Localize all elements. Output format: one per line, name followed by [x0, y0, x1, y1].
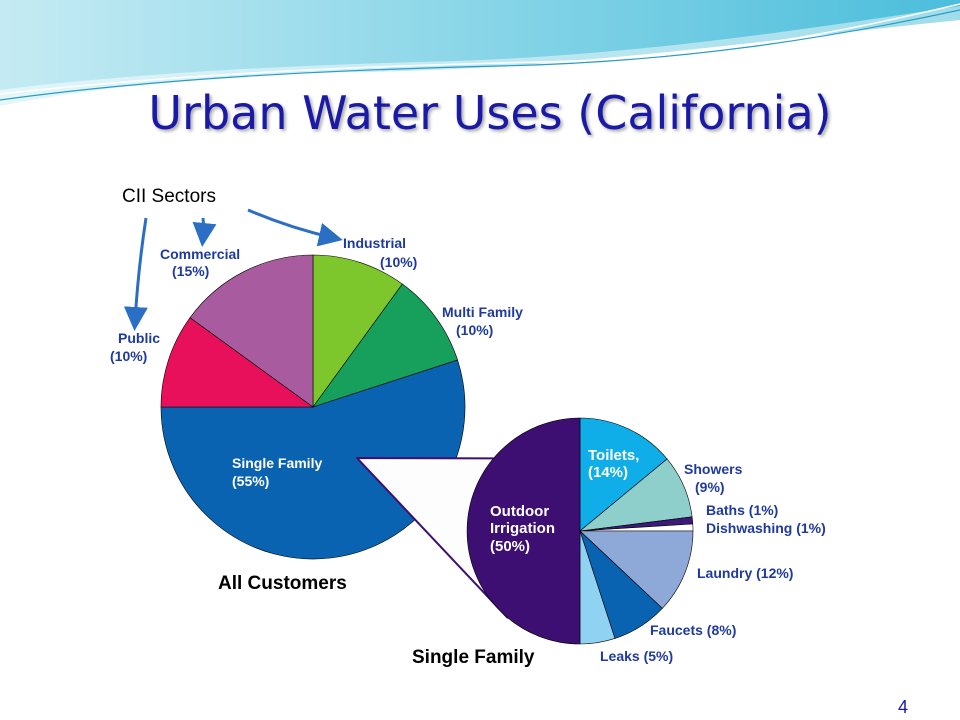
- label-single-family-value: (55%): [232, 473, 269, 489]
- page-number: 4: [898, 697, 909, 717]
- all-customers-slice-industrial: [312, 254, 403, 408]
- chart-labels: Industrial (10%) Multi Family (10%) Single F…: [110, 235, 826, 668]
- wave-line-2: [0, 3, 960, 95]
- arrow-to-public: [123, 217, 148, 331]
- label-industrial-value: (10%): [380, 254, 417, 270]
- all-customers-slice-single-family: [160, 359, 466, 560]
- cii-arrows: [123, 208, 343, 331]
- arrow-to-industrial: [247, 208, 343, 247]
- label-baths: Baths (1%): [706, 502, 778, 518]
- single-family-slice-outdoor: [466, 417, 581, 645]
- label-commercial: Commercial: [160, 246, 240, 262]
- label-public-value: (10%): [110, 348, 147, 364]
- single-family-slice-laundry-12: [579, 530, 694, 609]
- single-family-slice-toilets: [579, 417, 668, 532]
- label-outdoor-irrigation-value: (50%): [490, 538, 530, 555]
- label-multi-family-value: (10%): [456, 322, 493, 338]
- all-customers-slice-commercial: [189, 254, 314, 408]
- single-family-title: Single Family: [412, 647, 535, 668]
- label-toilets: Toilets,: [588, 447, 639, 464]
- arrow-to-commercial: [192, 217, 217, 247]
- label-outdoor: Outdoor: [490, 503, 549, 520]
- label-irrigation: Irrigation: [490, 520, 555, 537]
- wave-band-front: [0, 0, 960, 90]
- label-laundry: Laundry (12%): [697, 565, 793, 581]
- label-public: Public: [118, 330, 160, 346]
- label-industrial: Industrial: [343, 235, 406, 251]
- all-customers-pie: [160, 254, 466, 560]
- single-family-pie: [466, 417, 694, 645]
- label-multi-family: Multi Family: [442, 304, 523, 320]
- label-faucets: Faucets (8%): [650, 622, 736, 638]
- label-single-family: Single Family: [232, 455, 322, 471]
- label-leaks: Leaks (5%): [600, 648, 673, 664]
- cii-sectors-label: CII Sectors: [122, 186, 216, 207]
- label-dishwashing: Dishwashing (1%): [706, 520, 826, 536]
- slide-title: Urban Water Uses (California): [148, 86, 832, 140]
- wave-line: [0, 9, 960, 101]
- label-toilets-value: (14%): [588, 464, 628, 481]
- label-showers: Showers: [684, 461, 743, 477]
- all-customers-slice-public: [160, 317, 314, 408]
- label-showers-value: (9%): [695, 479, 725, 495]
- all-customers-title: All Customers: [218, 573, 347, 594]
- label-commercial-value: (15%): [172, 263, 209, 279]
- all-customers-slice-multi-family: [312, 283, 458, 408]
